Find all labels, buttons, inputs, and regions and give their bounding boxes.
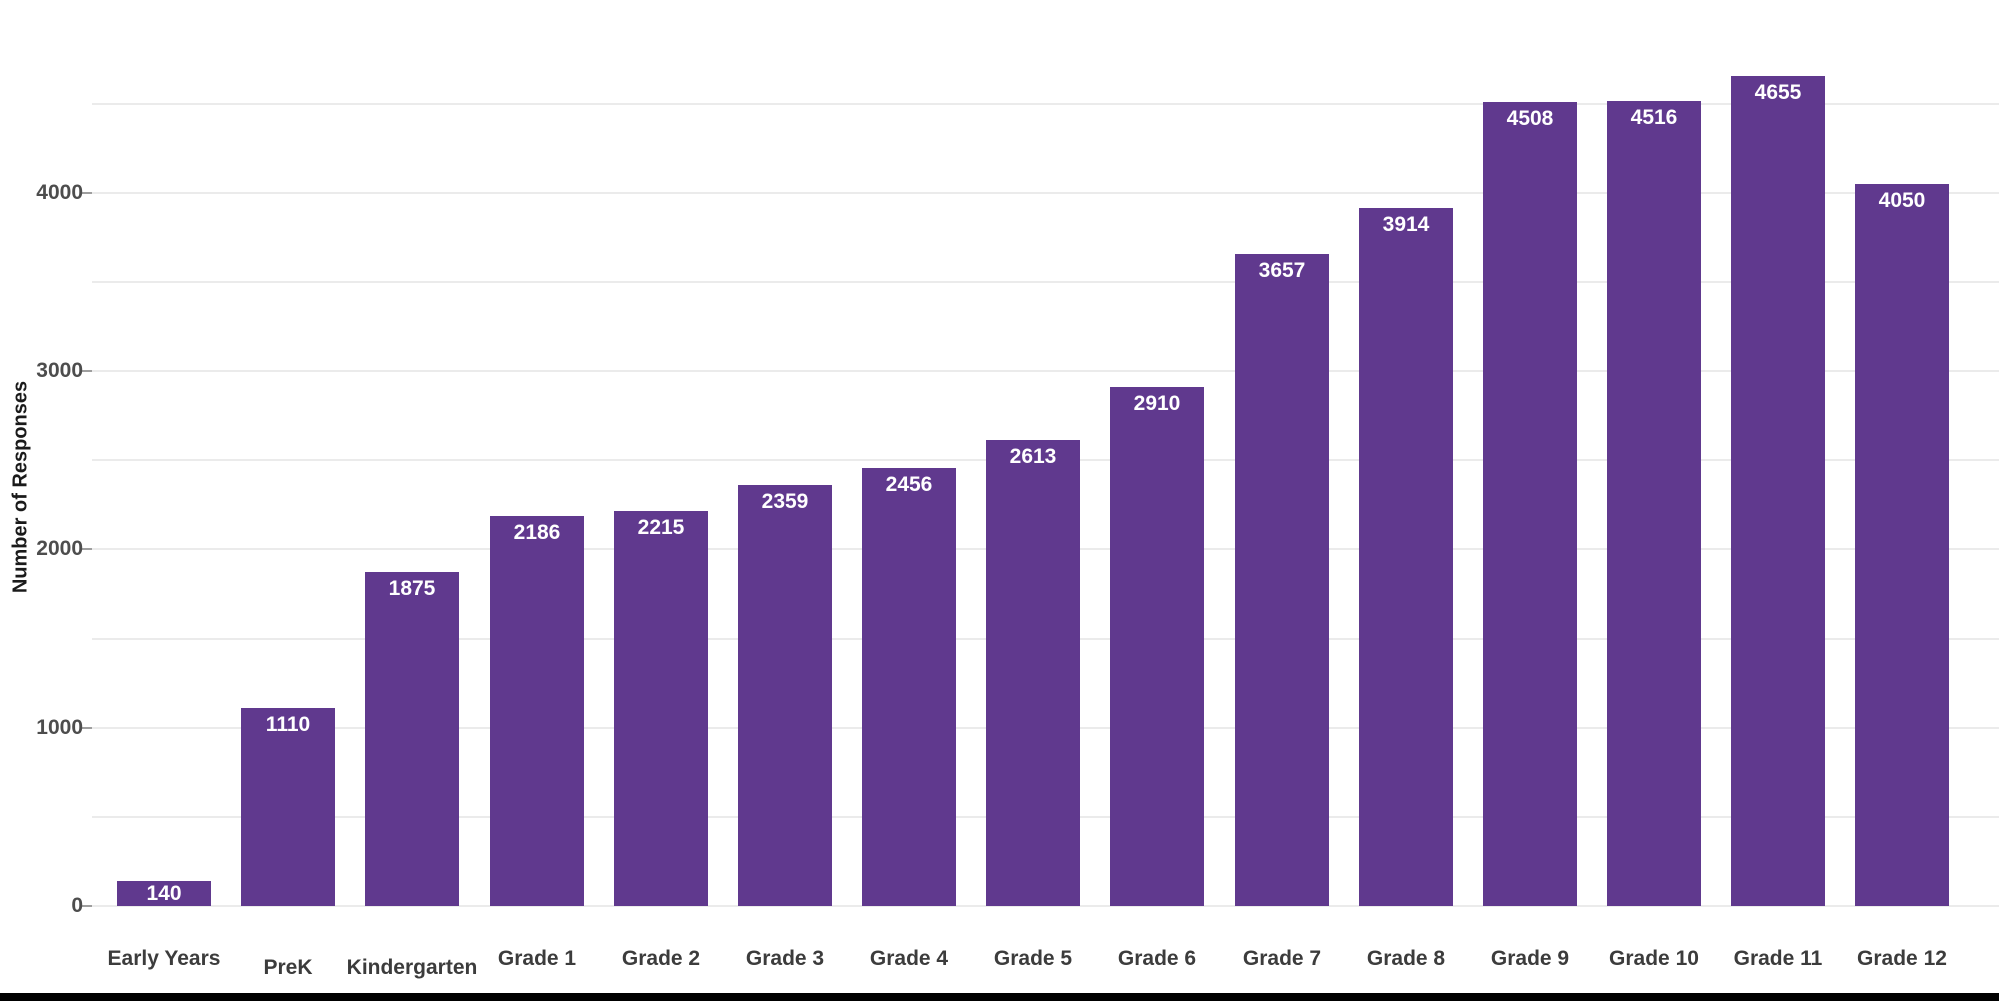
x-category-label: Grade 11 bbox=[1733, 947, 1823, 970]
bar: 2215 bbox=[614, 511, 708, 906]
x-category-label: Grade 7 bbox=[1242, 947, 1322, 970]
bar-value-label: 2359 bbox=[761, 490, 809, 513]
gridline bbox=[92, 370, 1999, 372]
bar-value-label: 4508 bbox=[1506, 107, 1554, 130]
bar-value-label: 2215 bbox=[637, 516, 685, 539]
bar: 4508 bbox=[1483, 102, 1577, 906]
bar-value-label: 1875 bbox=[388, 577, 436, 600]
y-axis-title: Number of Responses bbox=[9, 380, 32, 594]
bar: 4050 bbox=[1855, 184, 1949, 906]
bar: 3657 bbox=[1235, 254, 1329, 906]
x-category-label: Grade 8 bbox=[1366, 947, 1446, 970]
x-category-label: PreK bbox=[263, 956, 313, 979]
bar: 2359 bbox=[738, 485, 832, 906]
y-tick-label: 3000 bbox=[36, 359, 83, 382]
gridline bbox=[92, 281, 1999, 283]
bar: 4516 bbox=[1607, 101, 1701, 906]
gridline bbox=[92, 192, 1999, 194]
y-tick-label: 0 bbox=[71, 894, 83, 917]
bar-value-label: 4050 bbox=[1878, 189, 1926, 212]
x-category-label: Early Years bbox=[107, 947, 221, 970]
x-category-label: Grade 10 bbox=[1609, 947, 1699, 970]
y-tick-mark bbox=[82, 727, 92, 729]
bar-value-label: 4655 bbox=[1754, 81, 1802, 104]
bar-value-label: 2456 bbox=[885, 473, 933, 496]
y-tick-mark bbox=[82, 905, 92, 907]
x-category-label: Grade 4 bbox=[869, 947, 949, 970]
bar-value-label: 4516 bbox=[1630, 106, 1678, 129]
x-category-label: Grade 3 bbox=[745, 947, 825, 970]
bar: 4655 bbox=[1731, 76, 1825, 906]
y-tick-label: 1000 bbox=[36, 716, 83, 739]
y-tick-mark bbox=[82, 370, 92, 372]
x-category-label: Grade 9 bbox=[1490, 947, 1570, 970]
x-category-label: Kindergarten bbox=[346, 956, 478, 979]
x-category-label: Grade 6 bbox=[1117, 947, 1197, 970]
bar: 2456 bbox=[862, 468, 956, 906]
bar-value-label: 2613 bbox=[1009, 445, 1057, 468]
bar: 3914 bbox=[1359, 208, 1453, 906]
bar-value-label: 1110 bbox=[265, 713, 311, 736]
gridline bbox=[92, 103, 1999, 105]
x-category-label: Grade 2 bbox=[621, 947, 701, 970]
y-tick-mark bbox=[82, 192, 92, 194]
bar: 2613 bbox=[986, 440, 1080, 906]
y-tick-mark bbox=[82, 548, 92, 550]
bar-value-label: 3914 bbox=[1382, 213, 1430, 236]
x-category-label: Grade 12 bbox=[1857, 947, 1947, 970]
bar: 1110 bbox=[241, 708, 335, 906]
bar-value-label: 140 bbox=[146, 881, 182, 905]
x-category-label: Grade 1 bbox=[497, 947, 577, 970]
y-tick-label: 2000 bbox=[36, 537, 83, 560]
bar: 140 bbox=[117, 881, 211, 906]
bar: 1875 bbox=[365, 572, 459, 906]
bar: 2186 bbox=[490, 516, 584, 906]
bar-value-label: 2186 bbox=[513, 521, 561, 544]
x-category-label: Grade 5 bbox=[993, 947, 1073, 970]
footer-bar bbox=[0, 993, 1999, 1001]
y-tick-label: 4000 bbox=[36, 181, 83, 204]
bar-value-label: 2910 bbox=[1133, 392, 1181, 415]
bar: 2910 bbox=[1110, 387, 1204, 906]
bar-value-label: 3657 bbox=[1258, 259, 1306, 282]
